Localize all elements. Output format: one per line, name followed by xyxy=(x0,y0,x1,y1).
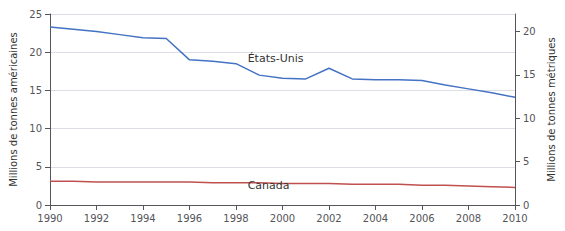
svg-text:2004: 2004 xyxy=(363,213,388,224)
svg-text:0: 0 xyxy=(36,200,42,211)
svg-text:15: 15 xyxy=(523,69,536,80)
svg-text:Millions de tonnes américaines: Millions de tonnes américaines xyxy=(8,32,19,187)
svg-text:20: 20 xyxy=(523,26,536,37)
svg-text:1996: 1996 xyxy=(177,213,202,224)
svg-text:1994: 1994 xyxy=(130,213,155,224)
svg-text:10: 10 xyxy=(523,113,536,124)
svg-text:États-Unis: États-Unis xyxy=(248,52,304,65)
svg-text:2008: 2008 xyxy=(456,213,481,224)
svg-text:Millions de tonnes métriques: Millions de tonnes métriques xyxy=(546,37,557,181)
svg-text:2006: 2006 xyxy=(409,213,434,224)
svg-text:5: 5 xyxy=(36,161,42,172)
svg-text:1990: 1990 xyxy=(37,213,62,224)
svg-text:15: 15 xyxy=(29,85,42,96)
svg-text:2010: 2010 xyxy=(502,213,527,224)
svg-text:10: 10 xyxy=(29,123,42,134)
svg-text:1998: 1998 xyxy=(223,213,248,224)
svg-text:2000: 2000 xyxy=(270,213,295,224)
svg-text:20: 20 xyxy=(29,47,42,58)
svg-text:25: 25 xyxy=(29,9,42,20)
svg-text:5: 5 xyxy=(523,156,529,167)
svg-text:2002: 2002 xyxy=(316,213,341,224)
svg-text:Canada: Canada xyxy=(248,179,290,192)
svg-text:1992: 1992 xyxy=(84,213,109,224)
svg-text:0: 0 xyxy=(523,200,529,211)
